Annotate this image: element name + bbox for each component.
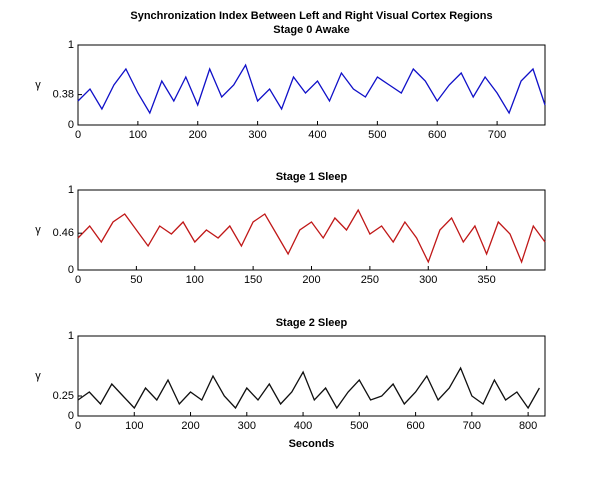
x-tick-label: 300 [419, 274, 437, 286]
y-tick-label: 1 [68, 184, 74, 196]
subplot-title: Stage 2 Sleep [276, 317, 348, 329]
series-line [77, 366, 540, 410]
x-tick-label: 500 [350, 420, 368, 432]
x-tick-label: 800 [519, 420, 537, 432]
y-tick-label: 0 [68, 410, 74, 422]
axes-box [77, 44, 546, 126]
x-tick-label: 0 [75, 129, 81, 141]
x-tick-label: 200 [189, 129, 207, 141]
y-tick-label: 1 [68, 330, 74, 342]
x-axis-label: Seconds [289, 438, 335, 450]
y-tick-label: 0.46 [53, 227, 74, 239]
x-tick-label: 300 [248, 129, 266, 141]
x-tick-label: 400 [294, 420, 312, 432]
figure-title: Synchronization Index Between Left and R… [130, 10, 492, 22]
x-tick-label: 200 [302, 274, 320, 286]
x-tick-label: 500 [368, 129, 386, 141]
y-axis-label: γ [35, 370, 41, 382]
y-tick-label: 0.38 [53, 89, 74, 101]
axes-box [77, 335, 546, 417]
x-tick-label: 700 [488, 129, 506, 141]
x-tick-label: 600 [406, 420, 424, 432]
axes-box [77, 189, 546, 271]
y-tick-label: 0 [68, 264, 74, 276]
x-tick-label: 0 [75, 274, 81, 286]
y-tick-label: 0 [68, 119, 74, 131]
y-tick-label: 1 [68, 39, 74, 51]
x-tick-label: 200 [181, 420, 199, 432]
x-tick-label: 300 [238, 420, 256, 432]
x-tick-label: 350 [477, 274, 495, 286]
x-tick-label: 700 [463, 420, 481, 432]
x-tick-label: 100 [129, 129, 147, 141]
x-tick-label: 50 [130, 274, 142, 286]
x-tick-label: 400 [308, 129, 326, 141]
subplot-title: Stage 1 Sleep [276, 171, 348, 183]
x-tick-label: 250 [361, 274, 379, 286]
x-tick-label: 100 [186, 274, 204, 286]
y-axis-label: γ [35, 224, 41, 236]
x-tick-label: 150 [244, 274, 262, 286]
x-tick-label: 0 [75, 420, 81, 432]
subplot-title: Stage 0 Awake [273, 24, 349, 36]
x-tick-label: 100 [125, 420, 143, 432]
x-tick-label: 600 [428, 129, 446, 141]
series-line [77, 208, 546, 264]
y-tick-label: 0.25 [53, 390, 74, 402]
y-axis-label: γ [35, 79, 41, 91]
series-line [77, 63, 546, 115]
